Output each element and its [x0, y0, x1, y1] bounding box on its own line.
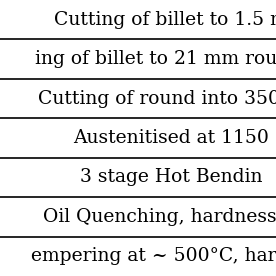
Text: Oil Quenching, hardness ~: Oil Quenching, hardness ~ [43, 208, 276, 226]
Text: Cutting of billet to 1.5 m: Cutting of billet to 1.5 m [54, 11, 276, 29]
Text: ing of billet to 21 mm round.: ing of billet to 21 mm round. [35, 50, 276, 68]
Text: empering at ~ 500°C, hardne: empering at ~ 500°C, hardne [31, 247, 276, 265]
Text: 3 stage Hot Bendin: 3 stage Hot Bendin [80, 168, 262, 186]
Text: Austenitised at 1150: Austenitised at 1150 [73, 129, 269, 147]
Text: Cutting of round into 350 m: Cutting of round into 350 m [38, 90, 276, 108]
